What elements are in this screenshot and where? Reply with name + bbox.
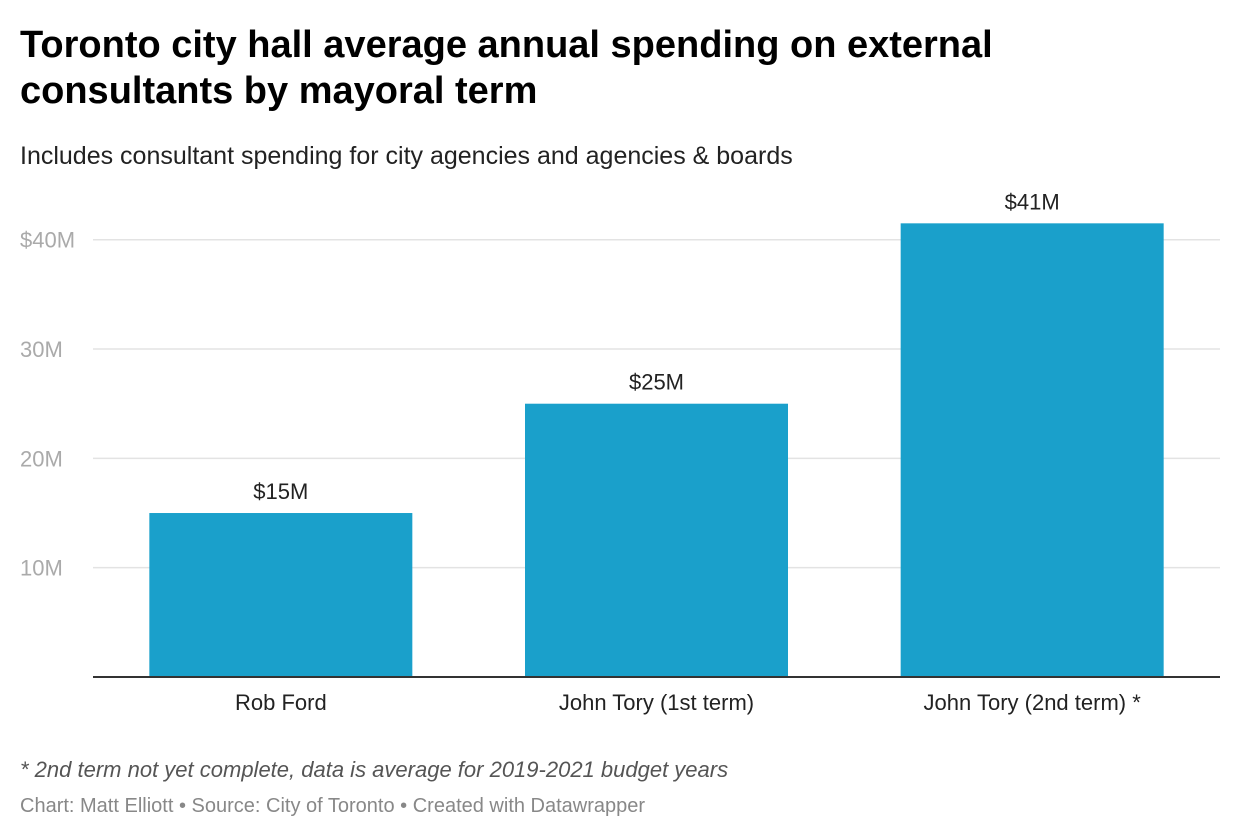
chart-subtitle: Includes consultant spending for city ag… xyxy=(20,142,793,170)
footnote: * 2nd term not yet complete, data is ave… xyxy=(20,757,729,782)
x-category-label: Rob Ford xyxy=(235,690,327,715)
credit-separator: • xyxy=(394,795,413,817)
bar-chart: 10M 20M 30M $40M $15M Rob Ford $25M John Tory (… xyxy=(20,189,1220,715)
bar xyxy=(900,223,1164,678)
y-tick-label: 30M xyxy=(20,337,63,362)
y-tick-label: 20M xyxy=(20,446,63,471)
bar-value-label: $41M xyxy=(1005,189,1060,214)
bar xyxy=(525,403,788,677)
credit-tool: Created with Datawrapper xyxy=(412,795,646,817)
chart-title: Toronto city hall average annual spendin… xyxy=(20,24,993,112)
credit-separator: • xyxy=(173,795,192,817)
bar-value-label: $15M xyxy=(253,479,308,504)
credits-line: Chart: Matt Elliott • Source: City of To… xyxy=(20,792,645,820)
credit-source: Source: City of Toronto xyxy=(191,795,395,817)
bar-value-label: $25M xyxy=(629,370,684,395)
y-tick-label: 10M xyxy=(20,556,63,581)
x-category-label: John Tory (1st term) xyxy=(559,690,754,715)
x-category-label: John Tory (2nd term) * xyxy=(924,690,1142,715)
y-tick-label: $40M xyxy=(20,228,75,253)
bar xyxy=(149,513,413,677)
credit-chart: Chart: Matt Elliott xyxy=(20,795,174,817)
